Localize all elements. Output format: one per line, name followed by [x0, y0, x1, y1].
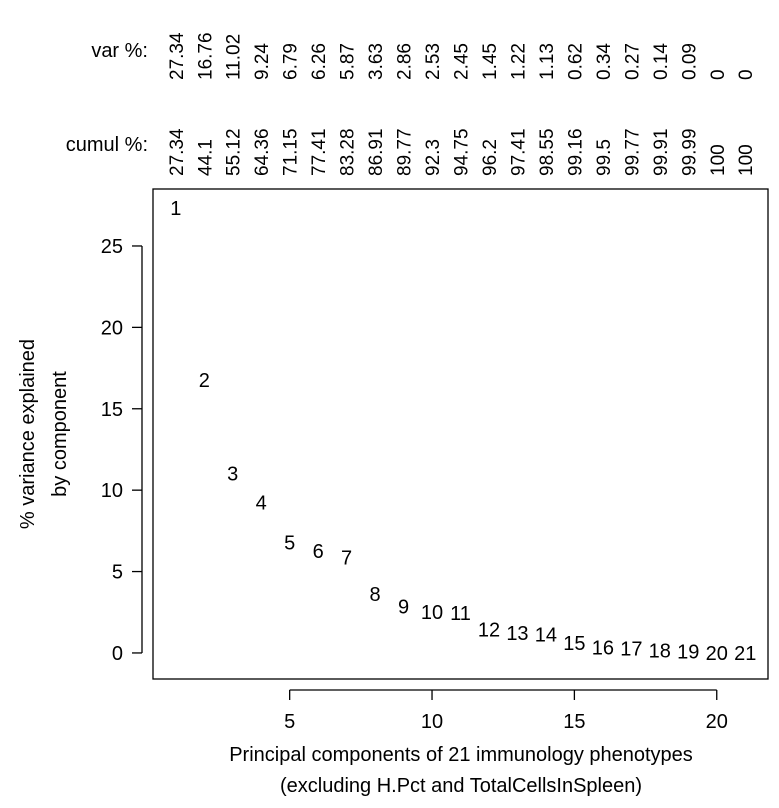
point-label: 20 [706, 643, 728, 665]
cumul-pct-value: 55.12 [224, 128, 245, 176]
y-axis: 0 5 10 15 20 25 [101, 236, 143, 665]
cumul-pct-value: 98.55 [537, 128, 558, 176]
var-pct-value: 9.24 [252, 43, 273, 80]
var-pct-row: 27.34 16.76 11.02 9.24 6.79 6.26 5.87 3.63 2.86 2… [167, 32, 757, 80]
cumul-pct-value: 83.28 [338, 128, 359, 176]
cumul-pct-value: 86.91 [366, 128, 387, 176]
x-axis-title-line1: Principal components of 21 immunology ph… [229, 744, 693, 766]
cumul-pct-value: 99.99 [679, 128, 700, 176]
var-pct-label: var %: [91, 40, 148, 62]
var-pct-value: 27.34 [167, 32, 188, 80]
var-pct-value: 0.62 [565, 43, 586, 80]
cumul-pct-value: 94.75 [452, 128, 473, 176]
point-label: 5 [284, 532, 295, 554]
cumul-pct-value: 99.16 [565, 128, 586, 176]
x-tick-label: 10 [421, 711, 443, 733]
cumul-pct-value: 99.77 [622, 128, 643, 176]
var-pct-value: 0 [708, 69, 729, 80]
var-pct-value: 2.45 [452, 43, 473, 80]
cumul-pct-value: 96.2 [480, 139, 501, 176]
cumul-pct-value: 99.91 [651, 128, 672, 176]
y-axis-title-line2: by component [49, 371, 71, 497]
plot-frame [152, 188, 769, 680]
point-label: 10 [421, 602, 443, 624]
x-tick-label: 20 [706, 711, 728, 733]
cumul-pct-row: 27.34 44.1 55.12 64.36 71.15 77.41 83.28 86.91 8… [167, 128, 757, 176]
var-pct-value: 0.14 [651, 43, 672, 80]
point-label: 17 [620, 639, 642, 661]
point-label: 14 [535, 625, 557, 647]
cumul-pct-value: 27.34 [167, 128, 188, 176]
point-label: 19 [677, 641, 699, 663]
var-pct-value: 2.86 [395, 43, 416, 80]
cumul-pct-value: 77.41 [309, 128, 330, 176]
var-pct-value: 2.53 [423, 43, 444, 80]
cumul-pct-value: 92.3 [423, 139, 444, 176]
var-pct-value: 0.27 [622, 43, 643, 80]
point-label: 7 [341, 547, 352, 569]
point-label: 18 [649, 641, 671, 663]
cumul-pct-value: 99.5 [594, 139, 615, 176]
point-label: 21 [734, 643, 756, 665]
var-pct-value: 0.34 [594, 43, 615, 80]
var-pct-value: 0.09 [679, 43, 700, 80]
var-pct-value: 1.22 [508, 43, 529, 80]
var-pct-value: 6.79 [281, 43, 302, 80]
point-label: 12 [478, 619, 500, 641]
point-label: 13 [506, 623, 528, 645]
var-pct-value: 5.87 [338, 43, 359, 80]
point-label: 2 [199, 370, 210, 392]
cumul-pct-value: 97.41 [508, 128, 529, 176]
cumul-pct-value: 100 [708, 144, 729, 176]
point-label: 11 [450, 603, 471, 625]
var-pct-value: 1.45 [480, 43, 501, 80]
y-axis-title-line1: % variance explained [17, 339, 39, 529]
var-pct-value: 16.76 [195, 32, 216, 80]
y-tick-label: 0 [112, 643, 123, 665]
cumul-pct-value: 71.15 [281, 128, 302, 176]
point-label: 15 [563, 633, 585, 655]
x-tick-label: 15 [563, 711, 585, 733]
x-tick-label: 5 [284, 711, 295, 733]
y-tick-label: 25 [101, 236, 123, 258]
cumul-pct-value: 44.1 [195, 139, 216, 176]
x-axis: 5 10 15 20 [284, 689, 728, 733]
y-tick-label: 5 [112, 562, 123, 584]
cumul-pct-value: 64.36 [252, 128, 273, 176]
var-pct-value: 1.13 [537, 43, 558, 80]
point-label: 4 [256, 493, 267, 515]
point-label: 1 [170, 198, 181, 220]
y-tick-label: 15 [101, 399, 123, 421]
cumul-pct-value: 100 [736, 144, 757, 176]
x-axis-title-line2: (excluding H.Pct and TotalCellsInSpleen) [280, 775, 642, 797]
y-tick-label: 20 [101, 317, 123, 339]
y-tick-label: 10 [101, 480, 123, 502]
point-label: 16 [592, 637, 614, 659]
point-label: 9 [398, 596, 409, 618]
var-pct-value: 6.26 [309, 43, 330, 80]
var-pct-value: 0 [736, 69, 757, 80]
var-pct-value: 3.63 [366, 43, 387, 80]
point-label: 8 [370, 584, 381, 606]
cumul-pct-value: 89.77 [395, 128, 416, 176]
var-pct-value: 11.02 [224, 34, 245, 80]
point-label: 6 [313, 541, 324, 563]
cumul-pct-label: cumul %: [66, 134, 148, 156]
point-label: 3 [227, 464, 238, 486]
